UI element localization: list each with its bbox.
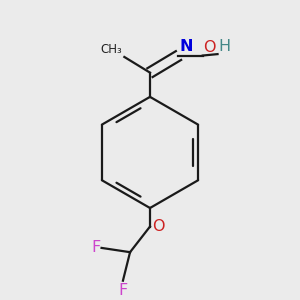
Text: O: O xyxy=(204,40,216,55)
Text: CH₃: CH₃ xyxy=(100,43,122,56)
Text: F: F xyxy=(118,283,128,298)
Text: N: N xyxy=(180,39,194,54)
Text: H: H xyxy=(219,38,231,53)
Text: F: F xyxy=(91,240,100,255)
Text: O: O xyxy=(152,219,165,234)
